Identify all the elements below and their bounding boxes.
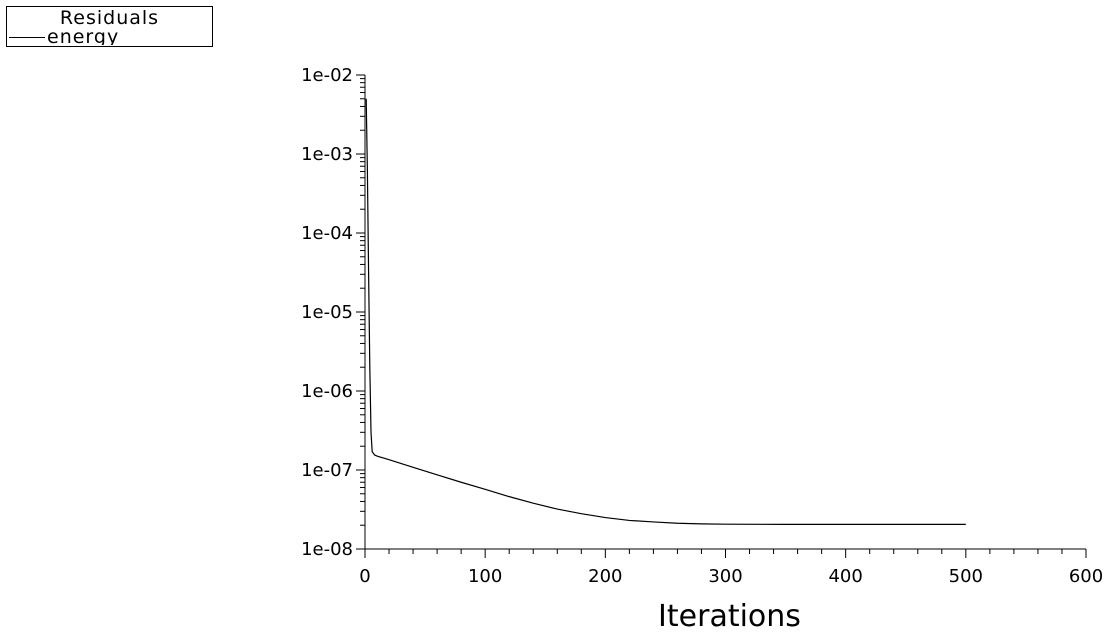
y-tick-label: 1e-04 (301, 223, 353, 244)
chart-series (365, 98, 966, 525)
x-tick-label: 100 (468, 566, 502, 587)
legend-box: Residuals energy (6, 6, 213, 47)
x-tick-label: 600 (1069, 566, 1103, 587)
y-tick-label: 1e-06 (301, 381, 353, 402)
y-tick-label: 1e-05 (301, 302, 353, 323)
y-tick-label: 1e-07 (301, 460, 353, 481)
x-axis-label: Iterations (658, 599, 801, 634)
legend-title: Residuals (59, 7, 160, 29)
y-tick-label: 1e-08 (301, 539, 353, 560)
x-tick-label: 500 (949, 566, 983, 587)
y-tick-label: 1e-03 (301, 144, 353, 165)
x-tick-label: 300 (708, 566, 742, 587)
x-tick-label: 400 (828, 566, 862, 587)
legend-entry-energy: energy (7, 27, 212, 47)
legend-label: energy (47, 27, 120, 45)
chart-axes: 0 100 200 300 400 500 600 1e-08 1e-07 1e-06 1e-05 1… (301, 65, 1103, 634)
legend-swatch (9, 37, 45, 38)
x-tick-label: 200 (588, 566, 622, 587)
series-line-energy (365, 98, 966, 525)
y-tick-label: 1e-02 (301, 65, 353, 86)
x-tick-label: 0 (359, 566, 370, 587)
